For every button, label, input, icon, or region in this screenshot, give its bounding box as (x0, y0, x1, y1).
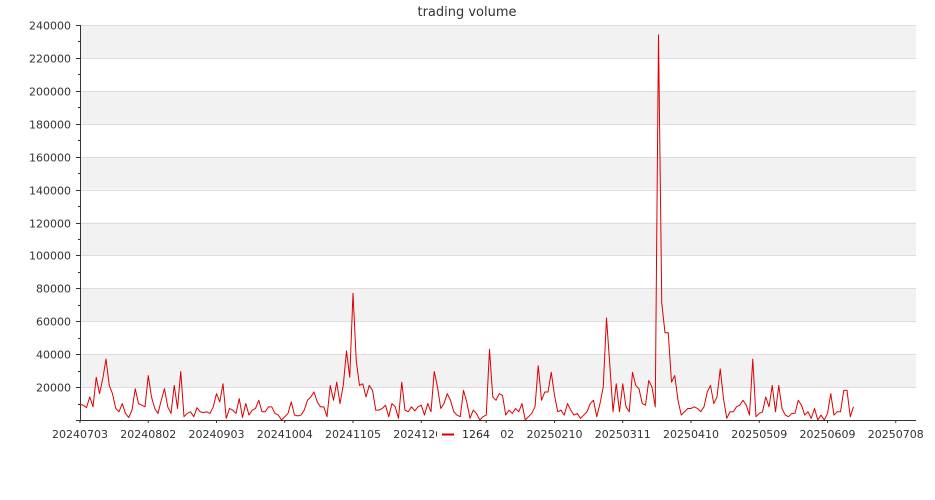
y-tick-label: 40000 (36, 349, 71, 362)
legend-label: 1264 (462, 428, 490, 441)
grid-band (80, 156, 916, 190)
x-tick-label: 20241206 (393, 428, 449, 441)
chart-title: trading volume (417, 5, 516, 20)
x-tick-label: 20250609 (800, 428, 856, 441)
x-tick-label: 20250708 (868, 428, 924, 441)
x-tick-label: 20250311 (595, 428, 651, 441)
grid-band (80, 25, 916, 58)
series-line-1264 (79, 34, 854, 421)
legend: 1264 (437, 426, 499, 442)
y-axis-ticks: 20000 40000 60000 80000 100000 120000 140000 16… (29, 20, 80, 421)
x-tick-label: 20250509 (731, 428, 787, 441)
gridlines (80, 25, 916, 421)
y-tick-label: 120000 (29, 218, 71, 231)
x-tick-label: 20240703 (52, 428, 108, 441)
y-tick-label: 160000 (29, 152, 71, 165)
y-tick-label: 60000 (36, 316, 71, 329)
y-tick-label: 140000 (29, 185, 71, 198)
grid-band (80, 90, 916, 124)
x-tick-label: 20240802 (120, 428, 176, 441)
x-tick-label: 20241004 (257, 428, 313, 441)
axes (80, 25, 916, 421)
grid-band (80, 222, 916, 256)
y-tick-label: 200000 (29, 86, 71, 99)
y-tick-label: 220000 (29, 53, 71, 66)
x-axis-ticks: 20240703 20240802 20240903 20241004 20241105… (52, 420, 924, 441)
y-tick-label: 20000 (36, 382, 71, 395)
legend-box (437, 426, 499, 442)
x-tick-label: 20240903 (189, 428, 245, 441)
x-tick-label: 20250410 (663, 428, 719, 441)
grid-band (80, 288, 916, 322)
series-lines (79, 34, 854, 421)
y-tick-label: 80000 (36, 283, 71, 296)
x-tick-label: 20241105 (325, 428, 381, 441)
x-tick-label: 20250210 (527, 428, 583, 441)
background-bands (80, 25, 916, 388)
y-tick-label: 180000 (29, 119, 71, 132)
grid-band (80, 354, 916, 388)
y-tick-label: 100000 (29, 250, 71, 263)
y-tick-label: 240000 (29, 20, 71, 33)
